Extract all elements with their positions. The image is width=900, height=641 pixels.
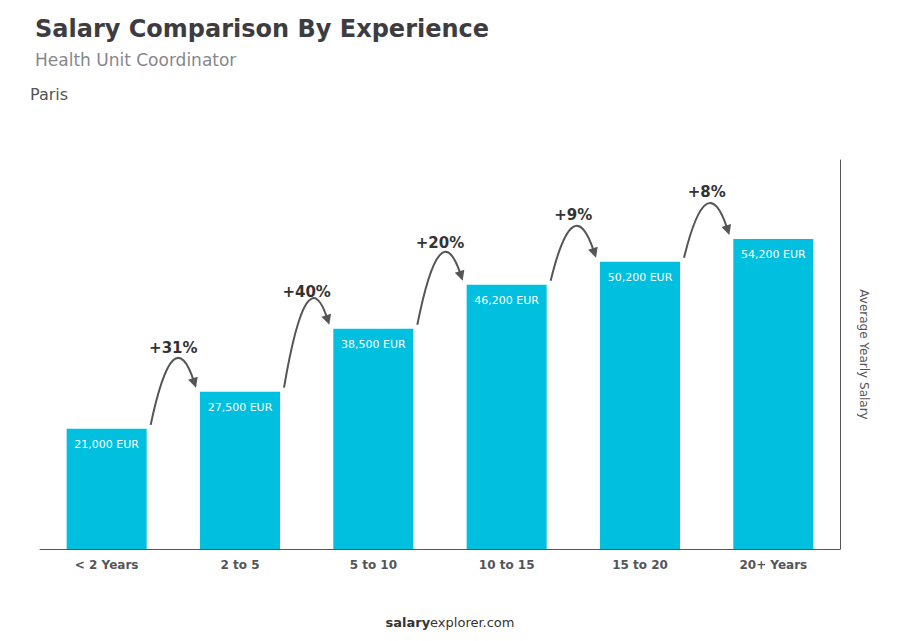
svg-text:21,000 EUR: 21,000 EUR (74, 438, 139, 451)
svg-text:salary: salary (385, 615, 430, 630)
svg-text:+8%: +8% (688, 183, 726, 201)
svg-text:46,200 EUR: 46,200 EUR (474, 294, 539, 307)
svg-text:Salary Comparison By Experienc: Salary Comparison By Experience (35, 15, 489, 43)
svg-text:20+ Years: 20+ Years (739, 558, 807, 572)
svg-text:explorer.com: explorer.com (430, 615, 514, 630)
svg-text:+9%: +9% (554, 206, 592, 224)
svg-text:< 2 Years: < 2 Years (75, 558, 139, 572)
svg-text:+20%: +20% (416, 234, 464, 252)
svg-text:38,500 EUR: 38,500 EUR (341, 338, 406, 351)
svg-text:+31%: +31% (149, 339, 197, 357)
svg-text:50,200 EUR: 50,200 EUR (608, 271, 673, 284)
svg-text:27,500 EUR: 27,500 EUR (208, 401, 273, 414)
svg-text:10 to 15: 10 to 15 (479, 558, 535, 572)
svg-text:2 to 5: 2 to 5 (220, 558, 259, 572)
svg-text:54,200 EUR: 54,200 EUR (741, 248, 806, 261)
svg-text:Average Yearly Salary: Average Yearly Salary (857, 289, 871, 419)
svg-text:+40%: +40% (282, 283, 330, 301)
svg-text:15 to 20: 15 to 20 (612, 558, 668, 572)
svg-text:Health Unit Coordinator: Health Unit Coordinator (35, 50, 236, 70)
svg-text:5 to 10: 5 to 10 (350, 558, 397, 572)
svg-text:Paris: Paris (30, 85, 68, 104)
